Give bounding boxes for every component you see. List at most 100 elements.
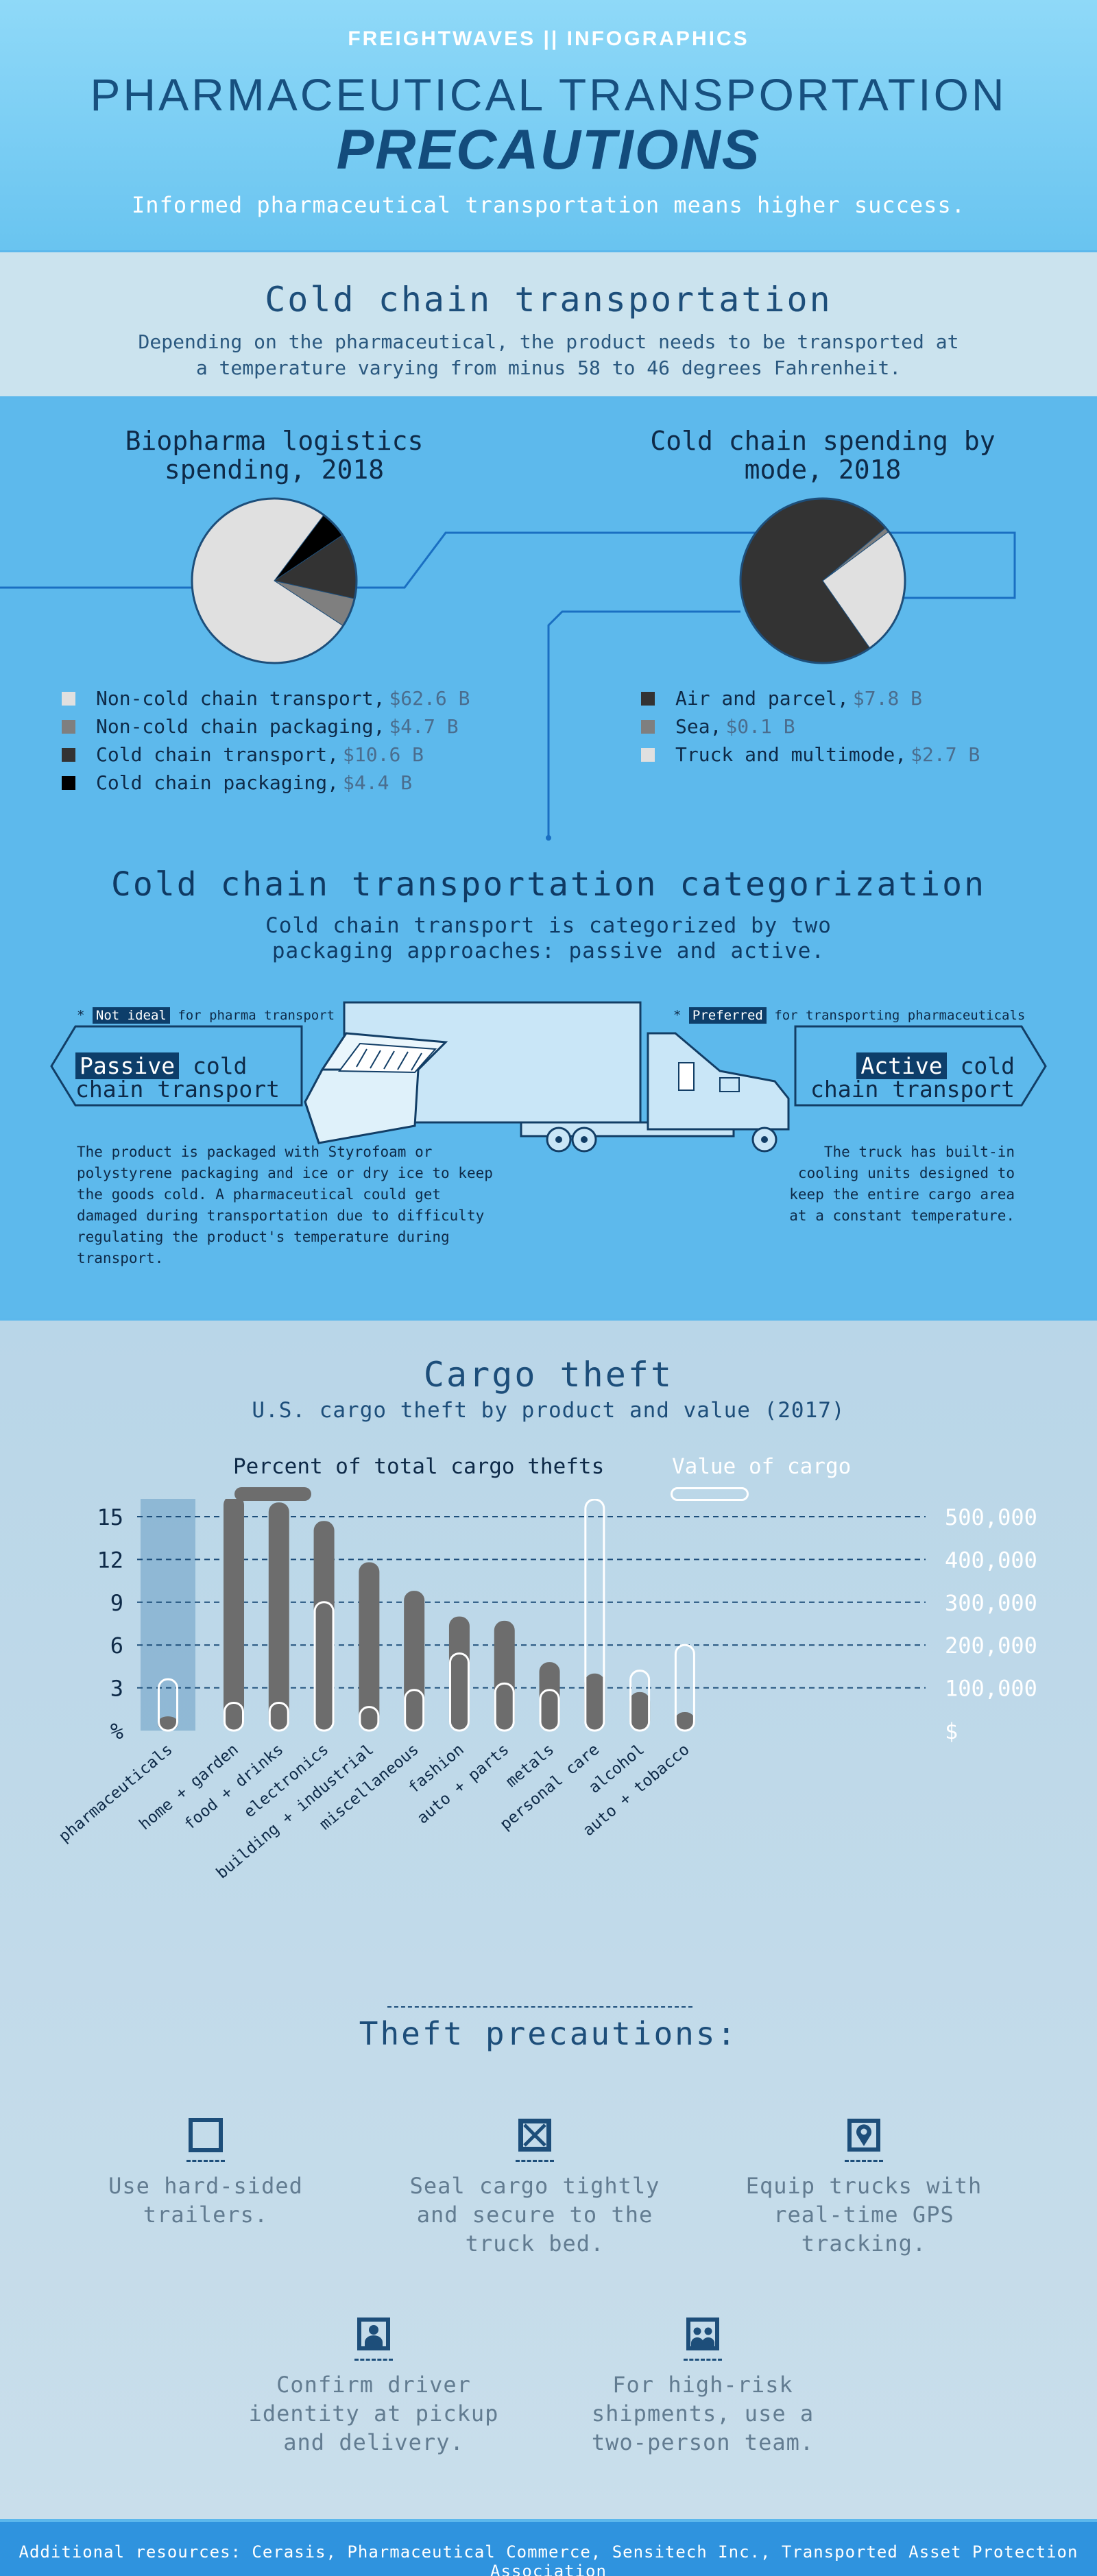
spending-section: Biopharma logistics spending, 2018 Non-c… bbox=[0, 399, 1097, 1318]
truck-illustration bbox=[50, 1001, 1047, 1153]
legend-label: Non-cold chain transport, bbox=[96, 687, 385, 710]
cooler-icon bbox=[304, 1032, 448, 1144]
precaution-text: For high-risk shipments, use a two-perso… bbox=[591, 2372, 815, 2455]
y-tick-right: $ bbox=[945, 1718, 958, 1744]
active-description: The truck has built-in cooling units des… bbox=[789, 1144, 1015, 1224]
cold-chain-section: Cold chain transportation Depending on t… bbox=[0, 252, 1097, 396]
bar-value bbox=[629, 1670, 651, 1732]
pie2-legend: Air and parcel, $7.8 B Sea, $0.1 B Truck and… bbox=[641, 684, 980, 769]
bar-value bbox=[224, 1701, 244, 1732]
bar-value bbox=[494, 1682, 515, 1732]
active-note: * Preferred for transporting pharmaceuti… bbox=[673, 1007, 1026, 1024]
bar-value bbox=[404, 1689, 425, 1732]
y-tick-left: % bbox=[110, 1718, 123, 1744]
pie1-legend: Non-cold chain transport, $62.6 B Non-cold… bbox=[62, 684, 470, 797]
categorization-title: Cold chain transportation categorization bbox=[111, 865, 986, 904]
passive-label: Passive cold chain transport bbox=[75, 1052, 280, 1103]
bar-value bbox=[313, 1601, 335, 1732]
bar-percent bbox=[629, 1692, 651, 1731]
page-title: PHARMACEUTICAL TRANSPORTATION bbox=[90, 69, 1007, 120]
legend-value: $0.1 B bbox=[725, 715, 795, 738]
brand-logo: FREIGHTWAVES || INFOGRAPHICS bbox=[348, 27, 749, 50]
bar-percent bbox=[359, 1562, 380, 1731]
cargo-theft-section: Cargo theft U.S. cargo theft by product … bbox=[0, 1321, 1097, 2519]
categorization-subtitle: Cold chain transport is categorized by t… bbox=[265, 913, 832, 963]
bar-percent bbox=[313, 1521, 335, 1731]
legend-value: $7.8 B bbox=[852, 687, 923, 710]
bar-percent bbox=[404, 1591, 425, 1731]
legend-swatch bbox=[641, 747, 655, 762]
precaution-item: Use hard-sided trailers. bbox=[62, 2116, 350, 2229]
bar-percent bbox=[494, 1620, 515, 1731]
passive-note: * Not ideal for pharma transport bbox=[77, 1007, 335, 1024]
precautions-divider bbox=[387, 2006, 692, 2008]
bar-percent bbox=[674, 1711, 695, 1731]
gps-icon bbox=[847, 2119, 880, 2152]
bar-percent bbox=[584, 1673, 605, 1731]
legend-swatch bbox=[641, 719, 655, 734]
legend-item: Air and parcel, $7.8 B bbox=[641, 684, 980, 712]
legend-item: Sea, $0.1 B bbox=[641, 712, 980, 741]
bar-percent bbox=[224, 1499, 244, 1731]
bar-value bbox=[448, 1652, 470, 1732]
legend-value-swatch bbox=[671, 1487, 749, 1501]
footer-text: Additional resources: Cerasis, Pharmaceu… bbox=[19, 2542, 1078, 2576]
precaution-item: Seal cargo tightly and secure to the tru… bbox=[391, 2116, 679, 2258]
y-tick-left: 6 bbox=[110, 1633, 123, 1659]
bar-percent bbox=[158, 1716, 178, 1731]
legend-item: Non-cold chain transport, $62.6 B bbox=[62, 684, 470, 712]
legend-label: Cold chain packaging, bbox=[96, 771, 339, 794]
two-person-icon bbox=[686, 2318, 719, 2350]
bar-value bbox=[674, 1644, 695, 1732]
y-tick-right: 300,000 bbox=[945, 1590, 1037, 1616]
bar-value bbox=[158, 1678, 178, 1732]
section-text: Depending on the pharmaceutical, the pro… bbox=[138, 330, 959, 379]
legend-swatch bbox=[62, 747, 75, 762]
bar-value bbox=[584, 1499, 605, 1732]
section-title: Cold chain transportation bbox=[265, 280, 832, 320]
precaution-item: For high-risk shipments, use a two-perso… bbox=[559, 2315, 847, 2457]
pie2-chart bbox=[739, 497, 906, 664]
bar-value bbox=[359, 1706, 380, 1732]
legend-value: $2.7 B bbox=[911, 743, 980, 766]
cargo-theft-title: Cargo theft bbox=[423, 1355, 674, 1395]
bar-percent bbox=[268, 1502, 289, 1731]
bar-value bbox=[268, 1701, 289, 1732]
driver-id-icon bbox=[357, 2318, 390, 2350]
legend-percent-swatch bbox=[234, 1487, 311, 1501]
precaution-text: Equip trucks with real-time GPS tracking… bbox=[745, 2173, 983, 2256]
bar-percent bbox=[448, 1616, 470, 1731]
legend-label: Non-cold chain packaging, bbox=[96, 715, 385, 738]
legend-item: Cold chain transport, $10.6 B bbox=[62, 741, 470, 769]
bar-percent bbox=[539, 1662, 560, 1731]
legend-item: Truck and multimode, $2.7 B bbox=[641, 741, 980, 769]
y-tick-right: 500,000 bbox=[945, 1504, 1037, 1530]
precaution-text: Use hard-sided trailers. bbox=[108, 2173, 303, 2228]
legend-item: Cold chain packaging, $4.4 B bbox=[62, 769, 470, 797]
page-title-emphasis: PRECAUTIONS bbox=[336, 119, 761, 181]
header: FREIGHTWAVES || INFOGRAPHICS PHARMACEUTI… bbox=[0, 0, 1097, 250]
precaution-text: Seal cargo tightly and secure to the tru… bbox=[409, 2173, 660, 2256]
legend-label: Sea, bbox=[675, 715, 722, 738]
pie1-title: Biopharma logistics spending, 2018 bbox=[125, 426, 424, 485]
seal-icon bbox=[518, 2119, 551, 2152]
x-tick-label: pharmaceuticals bbox=[56, 1741, 176, 1846]
cargo-theft-subtitle: U.S. cargo theft by product and value (2… bbox=[252, 1398, 845, 1423]
legend-item: Non-cold chain packaging, $4.7 B bbox=[62, 712, 470, 741]
legend-value: $4.7 B bbox=[389, 715, 459, 738]
trailer-icon bbox=[189, 2118, 223, 2152]
legend-swatch bbox=[62, 719, 75, 734]
page-subtitle: Informed pharmaceutical transportation m… bbox=[132, 192, 965, 218]
legend-label: Cold chain transport, bbox=[96, 743, 339, 766]
precaution-item: Equip trucks with real-time GPS tracking… bbox=[720, 2116, 1008, 2258]
y-tick-right: 200,000 bbox=[945, 1633, 1037, 1659]
legend-percent-label: Percent of total cargo thefts bbox=[233, 1454, 605, 1479]
legend-swatch bbox=[62, 691, 75, 706]
y-tick-left: 3 bbox=[110, 1676, 123, 1702]
precautions-title: Theft precautions: bbox=[359, 2015, 738, 2052]
active-label: Active cold chain transport bbox=[810, 1052, 1015, 1103]
y-tick-right: 400,000 bbox=[945, 1547, 1037, 1573]
legend-value: $4.4 B bbox=[343, 771, 413, 794]
y-tick-right: 100,000 bbox=[945, 1676, 1037, 1702]
legend-value: $10.6 B bbox=[343, 743, 424, 766]
